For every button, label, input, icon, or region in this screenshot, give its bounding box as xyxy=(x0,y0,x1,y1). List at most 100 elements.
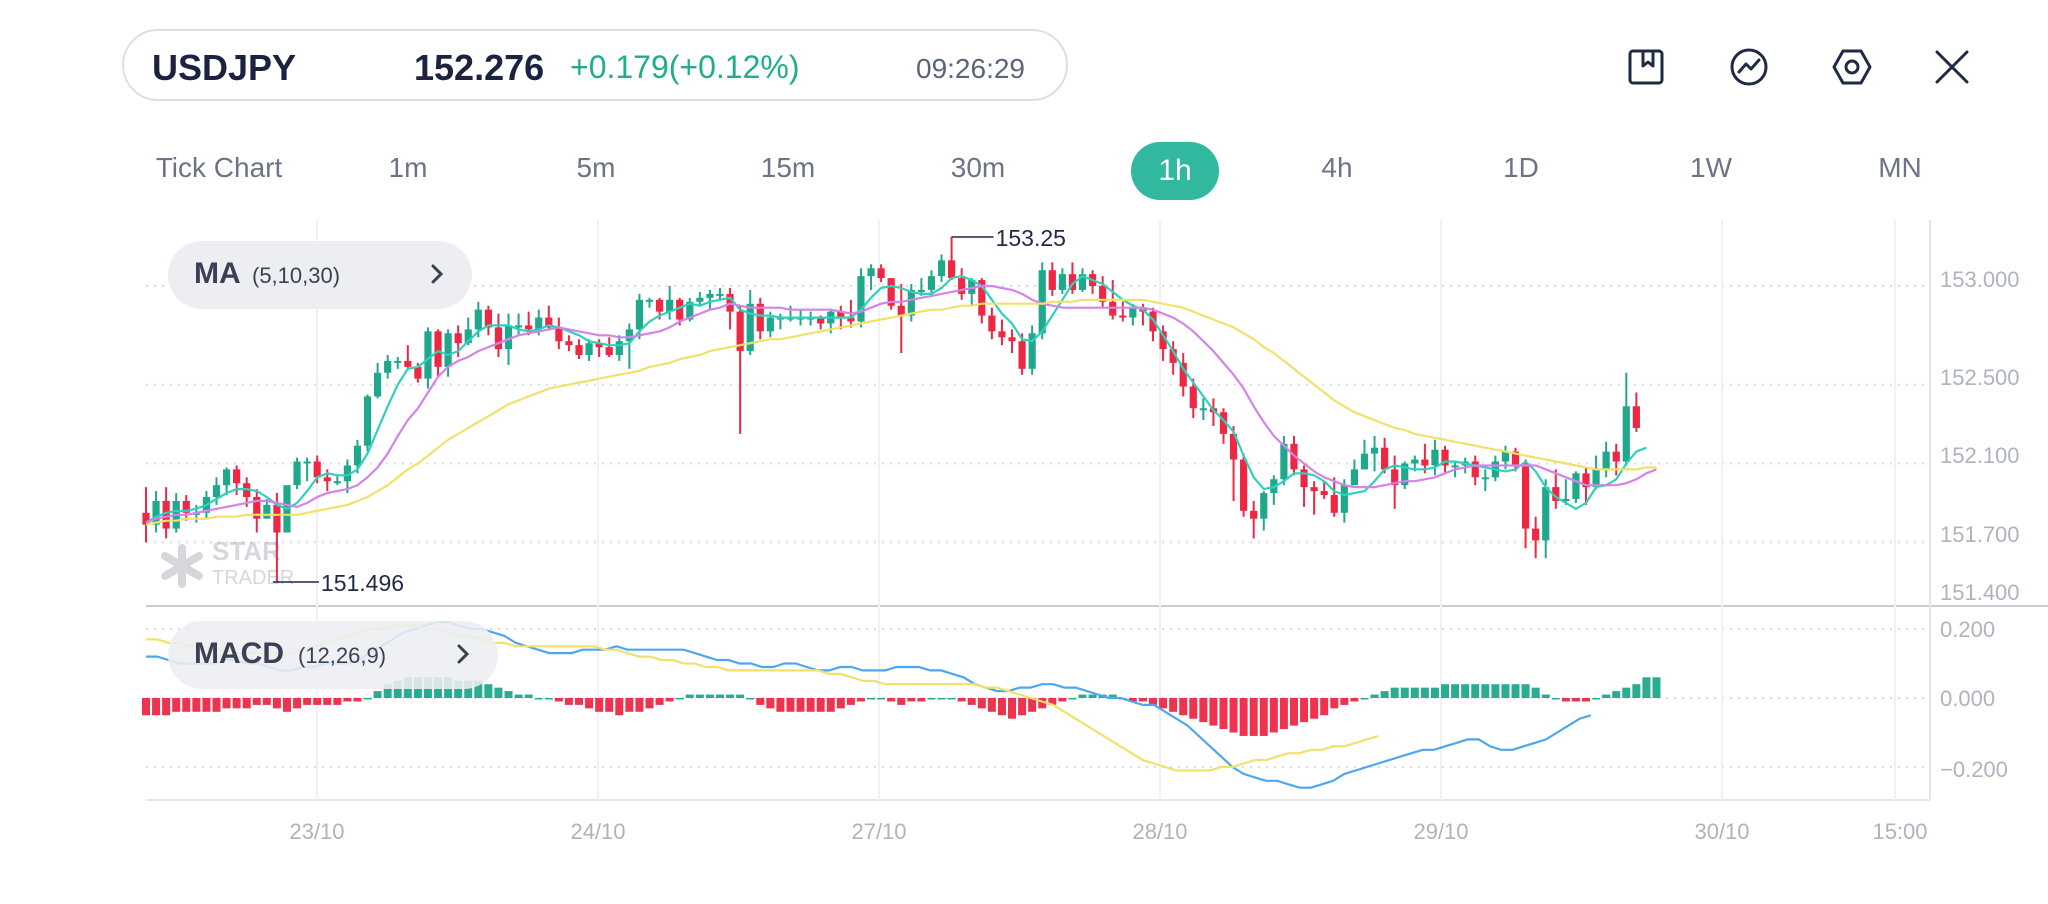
macd-histogram-bar xyxy=(1219,698,1228,730)
tab-1m[interactable]: 1m xyxy=(388,152,428,183)
candle-body xyxy=(353,445,362,466)
candle-body xyxy=(404,360,412,367)
macd-histogram-bar xyxy=(605,698,614,712)
macd-histogram-bar xyxy=(816,698,825,712)
macd-histogram-bar xyxy=(262,698,271,705)
ma-indicator-pill[interactable]: MA (5,10,30) xyxy=(168,241,472,309)
candle-body xyxy=(514,325,523,328)
candle-body xyxy=(374,372,382,397)
ma-params: (5,10,30) xyxy=(252,263,341,288)
candle-body xyxy=(1391,469,1399,486)
candle-body xyxy=(1381,447,1389,470)
candle-body xyxy=(1582,473,1590,488)
macd-histogram-bar xyxy=(1038,698,1047,709)
candle-body xyxy=(817,317,825,324)
macd-histogram-bar xyxy=(1340,698,1349,705)
macd-indicator-pill[interactable]: MACD (12,26,9) xyxy=(168,621,498,689)
candle-body xyxy=(1360,453,1369,470)
macd-histogram-bar xyxy=(393,680,402,698)
tab-mn[interactable]: MN xyxy=(1878,152,1922,183)
macd-histogram-bar xyxy=(1048,698,1057,705)
tab-5m[interactable]: 5m xyxy=(576,152,616,183)
close-icon[interactable] xyxy=(1929,44,1975,90)
macd-histogram-bar xyxy=(947,698,956,700)
tab-4h[interactable]: 4h xyxy=(1321,152,1353,183)
candle-body xyxy=(1632,406,1640,428)
settings-icon[interactable] xyxy=(1829,44,1875,90)
macd-histogram-bar xyxy=(615,698,624,716)
macd-histogram-bar xyxy=(776,698,785,712)
tab-1d[interactable]: 1D xyxy=(1503,152,1539,183)
tab-tick-chart[interactable]: Tick Chart xyxy=(155,152,283,183)
tab-15m[interactable]: 15m xyxy=(760,152,816,183)
candle-body xyxy=(162,500,170,529)
macd-histogram-bar xyxy=(846,698,855,705)
macd-histogram-bar xyxy=(1571,698,1580,702)
macd-histogram-bar xyxy=(212,698,221,712)
bookmark-icon[interactable] xyxy=(1623,44,1669,90)
macd-histogram-bar xyxy=(1078,694,1087,698)
candle-body xyxy=(565,341,573,346)
macd-histogram-bar xyxy=(494,687,503,698)
tab-1h[interactable]: 1h xyxy=(1131,142,1219,200)
macd-histogram-bar xyxy=(323,698,332,705)
macd-histogram-bar xyxy=(1602,694,1611,698)
watermark: STAR TRADER xyxy=(161,536,294,589)
candle-body xyxy=(454,333,462,344)
macd-histogram-bar xyxy=(1229,698,1238,733)
candle-body xyxy=(1532,528,1540,541)
macd-histogram-bar xyxy=(1501,684,1510,698)
macd-histogram-bar xyxy=(1088,694,1097,698)
price-y-tick: 152.500 xyxy=(1940,365,2020,390)
candle-body xyxy=(1058,274,1066,290)
candle-body xyxy=(1401,463,1409,486)
tab-1w[interactable]: 1W xyxy=(1690,152,1732,183)
candle-body xyxy=(686,301,694,320)
macd-histogram-bar xyxy=(1541,694,1550,698)
candle-body xyxy=(877,268,885,279)
symbol-label[interactable]: USDJPY xyxy=(152,47,297,88)
candle-body xyxy=(1320,491,1328,496)
x-tick-label: 24/10 xyxy=(570,819,625,844)
macd-histogram-bar xyxy=(554,698,563,702)
candle-body xyxy=(887,278,895,306)
macd-histogram-bar xyxy=(705,694,714,698)
indicator-icon[interactable] xyxy=(1726,44,1772,90)
candle-body xyxy=(1521,465,1530,529)
candle-body xyxy=(1169,349,1177,363)
candle-body xyxy=(1592,469,1600,488)
candle-body xyxy=(1602,451,1610,470)
macd-name: MACD xyxy=(194,637,284,670)
candle-body xyxy=(696,297,704,302)
macd-histogram-bar xyxy=(202,698,211,712)
macd-histogram-bar xyxy=(1471,684,1480,698)
macd-histogram-bar xyxy=(1350,698,1359,702)
macd-histogram-bar xyxy=(1420,687,1429,698)
candle-body xyxy=(1431,449,1439,466)
candle-body xyxy=(857,276,865,322)
macd-histogram-bar xyxy=(756,698,765,705)
macd-histogram-bar xyxy=(484,684,493,698)
price-y-tick: 151.400 xyxy=(1940,580,2020,605)
macd-histogram-bar xyxy=(786,698,795,712)
macd-histogram-bar xyxy=(142,698,150,716)
candle-body xyxy=(1068,274,1077,290)
macd-histogram-bar xyxy=(524,694,533,698)
candle-body xyxy=(343,465,351,482)
x-tick-label: 28/10 xyxy=(1132,819,1187,844)
candle-body xyxy=(152,500,160,525)
macd-histogram-bar xyxy=(1441,684,1450,698)
macd-histogram-bar xyxy=(1138,698,1147,702)
macd-histogram-bar xyxy=(1511,684,1520,698)
macd-histogram-bar xyxy=(695,694,704,698)
axis-labels: 153.25 151.496 153.000 152.500 152.100 151.70… xyxy=(272,225,2020,844)
macd-histogram-bar xyxy=(726,694,735,698)
macd-histogram-bar xyxy=(1461,684,1470,698)
tab-30m[interactable]: 30m xyxy=(950,152,1006,183)
candle-body xyxy=(1099,286,1107,302)
price-change: +0.179(+0.12%) xyxy=(570,49,800,85)
candle-body xyxy=(1199,408,1207,411)
macd-histogram-bar xyxy=(1189,698,1198,719)
macd-histogram-bar xyxy=(232,698,241,709)
